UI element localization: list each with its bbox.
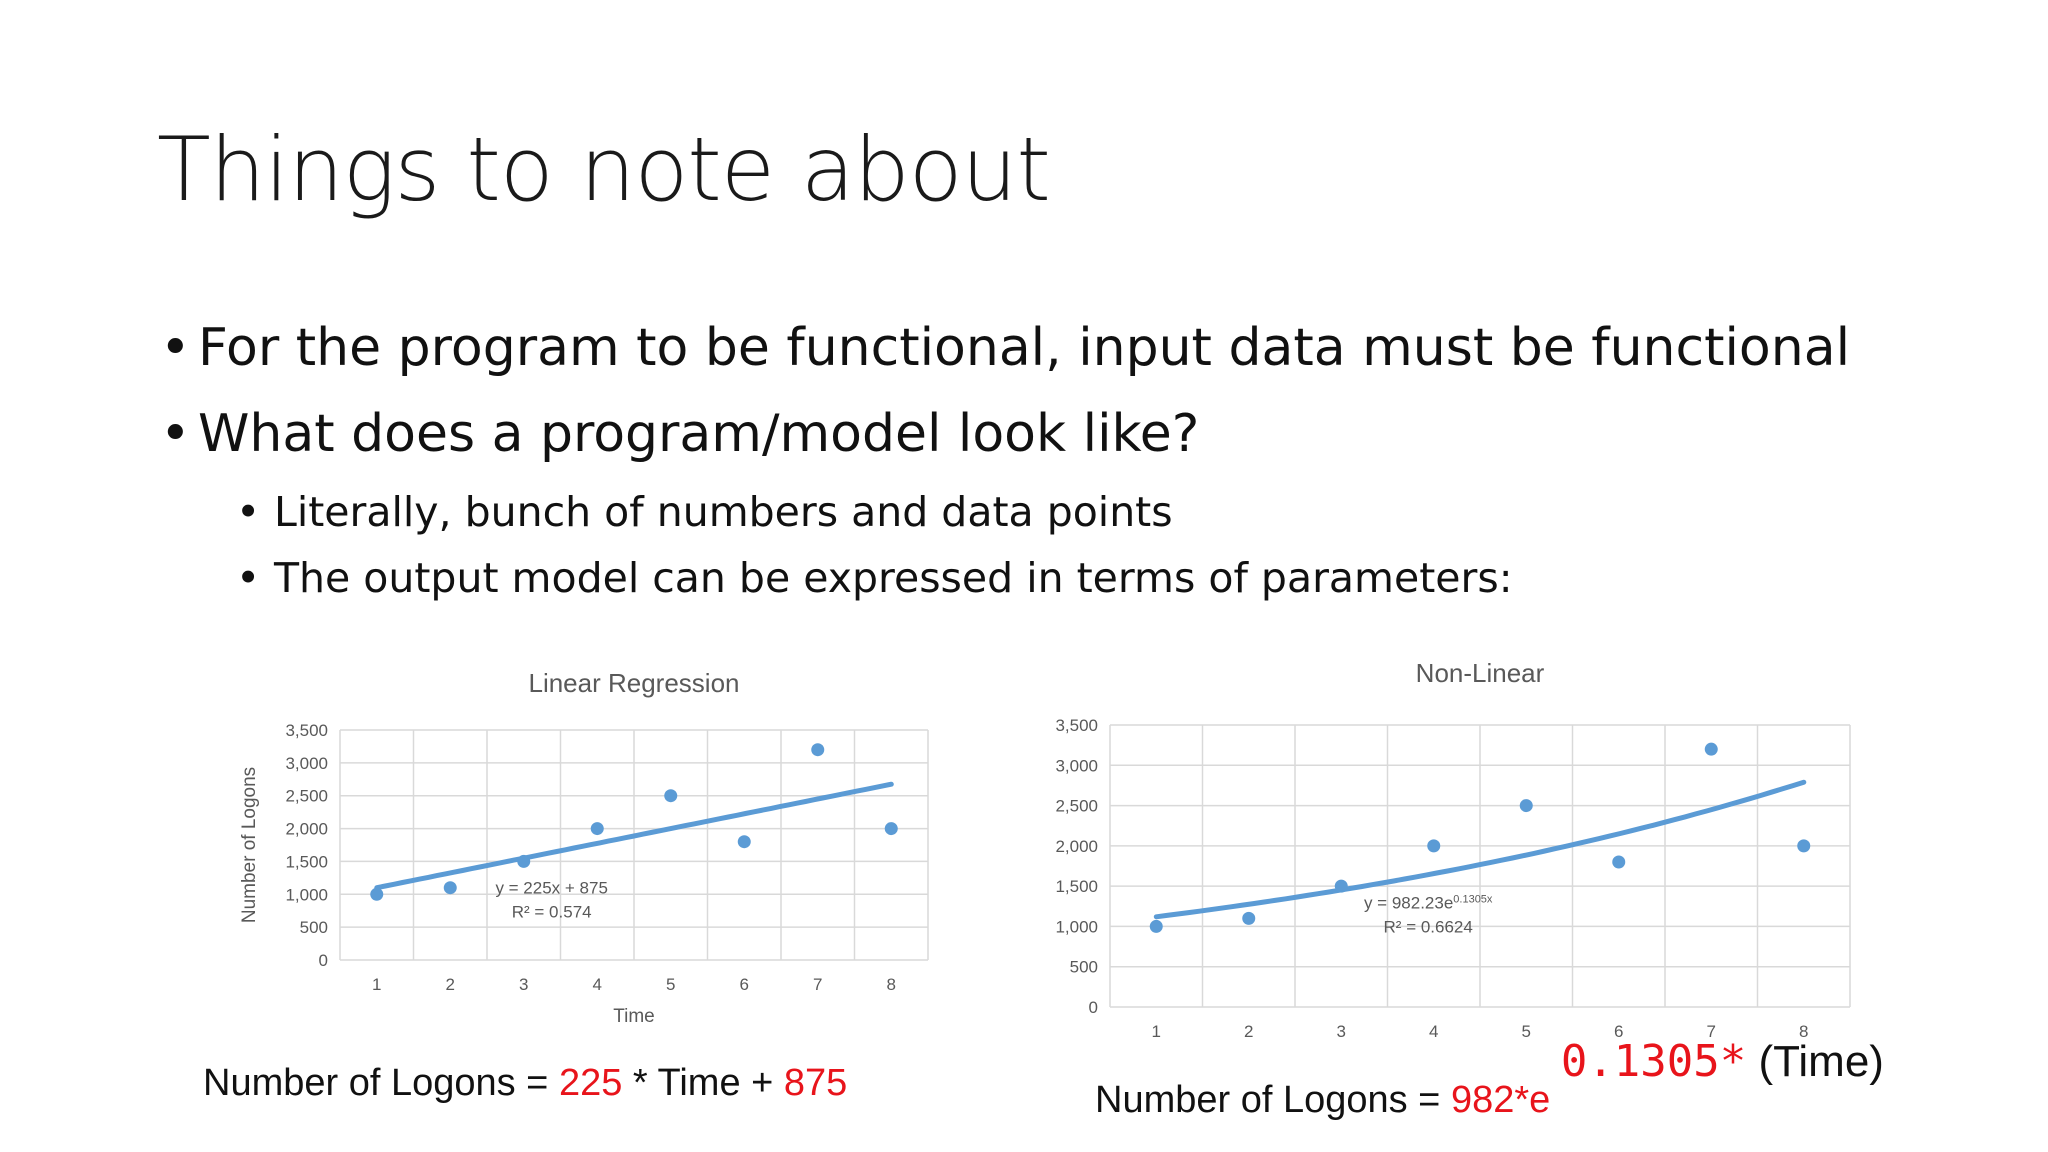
data-point [1612,855,1626,869]
x-tick-label: 3 [1337,1022,1346,1041]
y-tick-label: 500 [300,918,328,937]
equation-slope: 225 [558,1062,623,1104]
y-tick-label: 3,000 [285,754,328,773]
bullet-glyph: • [236,554,261,602]
equation-intercept: 875 [783,1062,848,1104]
y-tick-label: 2,500 [1055,797,1098,816]
bullet-list: • For the program to be functional, inpu… [160,310,1948,614]
equation-coef: 982*e [1450,1079,1551,1121]
bullet-text: Literally, bunch of numbers and data poi… [274,488,1173,536]
sub-bullet-item: • Literally, bunch of numbers and data p… [236,482,1948,548]
equation-exponent: 0.1305* [1560,1036,1747,1087]
bullet-text: The output model can be expressed in ter… [274,554,1513,602]
data-point [884,822,898,836]
x-tick-label: 1 [1152,1022,1161,1041]
bullet-glyph: • [236,488,261,536]
nonlinear-equation: Number of Logons = 982*e 0.1305* (Time) [1095,1036,1884,1122]
non-linear-chart: Non-Linear 0 500 1,000 1,500 2,000 2,500 3,000 3… [1030,645,1870,1045]
bullet-glyph: • [160,404,191,464]
chart-title: Non-Linear [1416,658,1545,688]
data-point [1149,919,1163,933]
y-axis-title: Number of Logons [239,767,260,923]
y-tick-label: 1,500 [1055,877,1098,896]
y-tick-label: 0 [1089,998,1098,1017]
x-tick-label: 6 [1614,1022,1623,1041]
trend-equation-base: y = 982.23e [1364,893,1453,912]
bullet-text: What does a program/model look like? [198,404,1200,464]
equation-middle: * Time + [622,1062,784,1104]
equation-prefix: Number of Logons = [203,1062,559,1104]
bullet-item: • What does a program/model look like? [160,396,1948,482]
x-tick-label: 7 [813,975,822,994]
x-tick-label: 8 [1799,1022,1808,1041]
equation-prefix: Number of Logons = [1095,1079,1451,1121]
y-tick-label: 500 [1070,958,1098,977]
bullet-glyph: • [160,318,191,378]
trend-equation: y = 982.23e0.1305x [1364,893,1493,912]
non-linear-svg: Non-Linear 0 500 1,000 1,500 2,000 2,500 3,000 3… [1055,658,1851,1041]
data-point [1797,839,1811,853]
y-tick-label: 1,500 [285,852,328,871]
data-point [1704,742,1718,756]
bullet-text: For the program to be functional, input … [198,318,1851,378]
chart-title: Linear Regression [528,668,739,698]
x-tick-label: 1 [372,975,381,994]
data-point [590,822,604,836]
data-point [370,887,384,901]
y-tick-label: 3,500 [1055,716,1098,735]
x-tick-label: 3 [519,975,528,994]
data-point [1427,839,1441,853]
slide-title: Things to note about [157,118,1051,221]
x-tick-label: 8 [887,975,896,994]
y-tick-label: 1,000 [285,885,328,904]
trendline [1153,779,1807,920]
y-tick-label: 3,500 [285,721,328,740]
sub-bullet-item: • The output model can be expressed in t… [236,548,1948,614]
y-tick-label: 1,000 [1055,917,1098,936]
y-tick-label: 0 [319,951,328,970]
trend-r-squared: R² = 0.6624 [1384,917,1473,936]
trend-equation: y = 225x + 875 [495,878,607,897]
x-axis-title: Time [613,1006,655,1027]
x-tick-label: 4 [1429,1022,1438,1041]
x-tick-label: 5 [1522,1022,1531,1041]
data-point [1242,911,1256,925]
data-point [664,789,678,803]
data-point [1334,879,1348,893]
data-point [443,881,457,895]
x-tick-label: 5 [666,975,675,994]
linear-regression-chart: Linear Regression 0 500 1,000 1,500 2,000 2,50… [239,650,940,1040]
trendline [374,781,894,891]
linear-equation: Number of Logons = 225 * Time + 875 [203,1062,847,1105]
linear-regression-svg: Linear Regression 0 500 1,000 1,500 2,000 2,50… [239,668,929,1027]
x-tick-label: 2 [1244,1022,1253,1041]
data-point [1519,799,1533,813]
y-tick-label: 2,000 [285,820,328,839]
x-tick-label: 6 [740,975,749,994]
x-tick-label: 7 [1707,1022,1716,1041]
y-tick-label: 3,000 [1055,756,1098,775]
trend-equation-exponent: 0.1305x [1453,893,1493,905]
y-tick-label: 2,500 [285,787,328,806]
bullet-item: • For the program to be functional, inpu… [160,310,1948,396]
equation-suffix: (Time) [1746,1037,1884,1086]
data-point [517,854,531,868]
data-point [811,743,825,757]
y-tick-label: 2,000 [1055,837,1098,856]
trend-r-squared: R² = 0.574 [512,902,592,921]
x-tick-label: 4 [593,975,602,994]
x-tick-label: 2 [446,975,455,994]
data-point [737,835,751,849]
